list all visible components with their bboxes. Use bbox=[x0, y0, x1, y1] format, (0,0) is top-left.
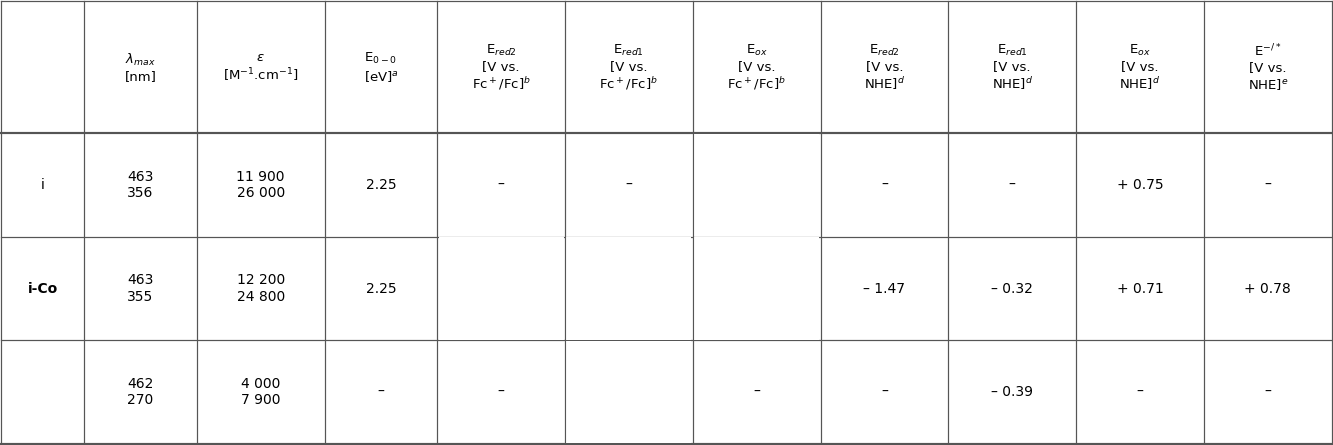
Text: 4 000
7 900: 4 000 7 900 bbox=[241, 377, 280, 407]
Text: E$_{red1}$
[V vs.
Fc$^+$/Fc]$^{b}$: E$_{red1}$ [V vs. Fc$^+$/Fc]$^{b}$ bbox=[600, 43, 659, 92]
Text: – 0.32: – 0.32 bbox=[992, 282, 1033, 295]
Text: – 1.05: – 1.05 bbox=[608, 269, 651, 283]
Text: + 0.02: + 0.02 bbox=[733, 166, 780, 180]
Text: + 0.71: + 0.71 bbox=[1117, 282, 1164, 295]
Text: $(120)^{c}$: $(120)^{c}$ bbox=[607, 292, 652, 309]
Text: –: – bbox=[881, 385, 888, 399]
Text: – 0.39: – 0.39 bbox=[992, 385, 1033, 399]
Text: $\varepsilon$
[M$^{-1}$.cm$^{-1}$]: $\varepsilon$ [M$^{-1}$.cm$^{-1}$] bbox=[223, 51, 299, 84]
Bar bbox=[694, 134, 820, 236]
Text: E$_{red1}$
[V vs.
NHE]$^{d}$: E$_{red1}$ [V vs. NHE]$^{d}$ bbox=[992, 43, 1033, 92]
Text: –: – bbox=[753, 385, 760, 399]
Text: 2.25: 2.25 bbox=[365, 178, 396, 192]
Text: i: i bbox=[41, 178, 45, 192]
Text: –: – bbox=[377, 385, 384, 399]
Text: 11 900
26 000: 11 900 26 000 bbox=[236, 170, 285, 200]
Text: – 2.20
(120)$^{c}$: – 2.20 (120)$^{c}$ bbox=[479, 272, 524, 305]
Text: – 1.12
(105)$^{c}$: – 1.12 (105)$^{c}$ bbox=[607, 375, 652, 409]
Text: $(100)^{c}$: $(100)^{c}$ bbox=[734, 189, 778, 206]
Text: $(90)^{c}$: $(90)^{c}$ bbox=[738, 292, 774, 309]
Text: + 0.78: + 0.78 bbox=[1244, 282, 1292, 295]
Text: E$_{red2}$
[V vs.
Fc$^+$/Fc]$^{b}$: E$_{red2}$ [V vs. Fc$^+$/Fc]$^{b}$ bbox=[472, 43, 531, 92]
Text: 12 200
24 800: 12 200 24 800 bbox=[236, 273, 285, 303]
Text: E$_{red2}$
[V vs.
NHE]$^{d}$: E$_{red2}$ [V vs. NHE]$^{d}$ bbox=[864, 43, 905, 92]
Text: –: – bbox=[1264, 385, 1272, 399]
Text: $(120)^{c}$: $(120)^{c}$ bbox=[479, 292, 524, 309]
Text: E$_{ox}$
[V vs.
Fc$^+$/Fc]$^{b}$: E$_{ox}$ [V vs. Fc$^+$/Fc]$^{b}$ bbox=[728, 43, 786, 92]
Text: –: – bbox=[497, 178, 505, 192]
Text: + 0.75: + 0.75 bbox=[1117, 178, 1164, 192]
Text: i-Co: i-Co bbox=[28, 282, 57, 295]
Text: –: – bbox=[1009, 178, 1016, 192]
Text: –: – bbox=[1264, 178, 1272, 192]
Text: E$_{0-0}$
[eV]$^{a}$: E$_{0-0}$ [eV]$^{a}$ bbox=[364, 51, 399, 84]
Text: – 1.05
(120)$^{c}$: – 1.05 (120)$^{c}$ bbox=[607, 272, 652, 305]
Bar bbox=[567, 237, 692, 340]
Text: –: – bbox=[625, 178, 632, 192]
Text: − 0.02: − 0.02 bbox=[733, 269, 780, 283]
Text: $(105)^{c}$: $(105)^{c}$ bbox=[607, 396, 652, 413]
Text: – 2.20: – 2.20 bbox=[480, 269, 523, 283]
Text: E$_{ox}$
[V vs.
NHE]$^{d}$: E$_{ox}$ [V vs. NHE]$^{d}$ bbox=[1120, 43, 1161, 92]
Text: + 0.02
(100)$^{c}$: + 0.02 (100)$^{c}$ bbox=[733, 168, 780, 202]
Text: – 1.47: – 1.47 bbox=[864, 282, 905, 295]
Text: $\lambda_{max}$
[nm]: $\lambda_{max}$ [nm] bbox=[124, 52, 156, 83]
Bar bbox=[694, 237, 820, 340]
Text: – 1.12: – 1.12 bbox=[608, 372, 651, 387]
Text: –: – bbox=[497, 385, 505, 399]
Text: 462
270: 462 270 bbox=[127, 377, 153, 407]
Text: 463
355: 463 355 bbox=[127, 273, 153, 303]
Text: 2.25: 2.25 bbox=[365, 282, 396, 295]
Text: 463
356: 463 356 bbox=[127, 170, 153, 200]
Bar bbox=[567, 341, 692, 443]
Bar bbox=[439, 237, 564, 340]
Text: E$^{-/*}$
[V vs.
NHE]$^{e}$: E$^{-/*}$ [V vs. NHE]$^{e}$ bbox=[1248, 43, 1288, 92]
Text: -0.02
(90)$^{c}$: -0.02 (90)$^{c}$ bbox=[738, 272, 774, 305]
Text: –: – bbox=[881, 178, 888, 192]
Text: –: – bbox=[1137, 385, 1144, 399]
